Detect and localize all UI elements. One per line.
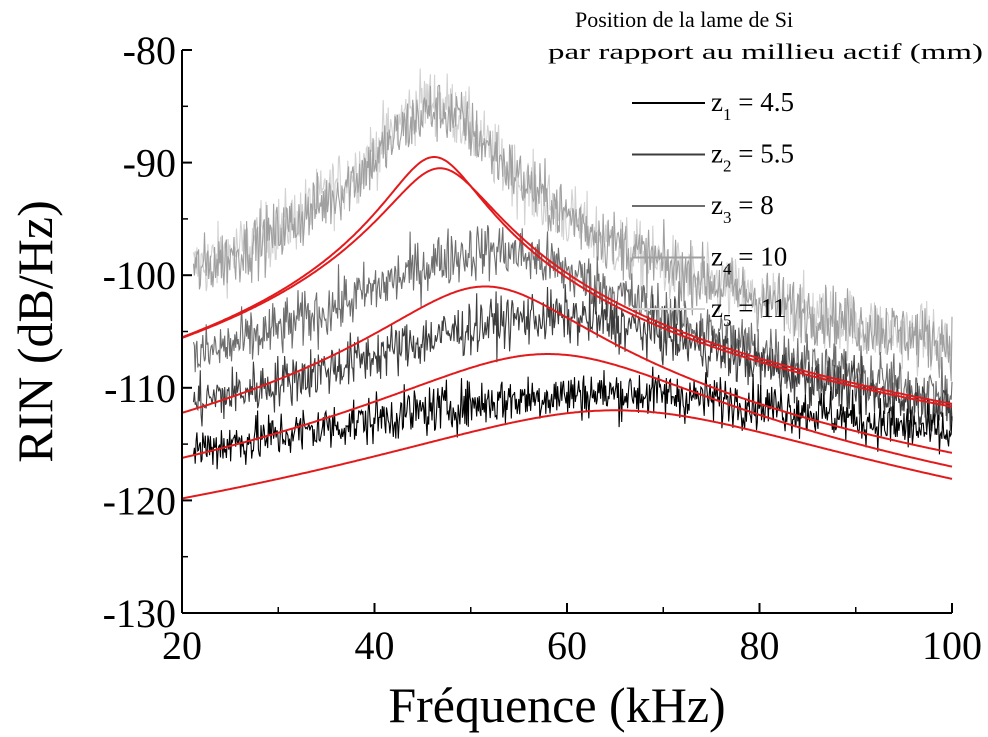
y-tick-label: -90 [123,141,176,186]
legend: Position de la lame de Si par rapport au … [548,7,983,330]
legend-title-line2: par rapport au millieu actif (mm) [548,39,983,64]
legend-entry-5: z5 = 11 [711,293,786,330]
measured-series-1 [192,366,953,470]
fit-curve-5 [181,409,953,500]
fit-curve-1 [181,156,953,408]
legend-title-line1: Position de la lame de Si [575,7,793,32]
y-tick-label: -110 [104,366,176,411]
y-tick-label: -120 [103,478,176,523]
measured-series-3 [192,225,953,421]
y-axis-label: RIN (dB/Hz) [7,200,63,462]
y-tick-label: -80 [123,28,176,73]
legend-entry-1: z1 = 4.5 [711,87,794,124]
fit-curve-3 [181,285,953,454]
measured-series-group [192,68,953,470]
measured-series-5 [192,68,953,377]
legend-entry-4: z4 = 10 [711,242,787,279]
measured-series-4 [192,84,953,382]
measured-series-2 [192,284,953,435]
fit-curves-group [181,156,953,500]
x-tick-label: 80 [740,623,780,668]
x-tick-label: 40 [355,623,395,668]
x-tick-label: 20 [162,623,202,668]
x-tick-label: 100 [922,623,982,668]
fit-curve-2 [181,167,953,405]
legend-entry-2: z2 = 5.5 [711,139,794,176]
y-tick-label: -100 [103,253,176,298]
y-tick-label: -130 [103,591,176,636]
fit-curve-4 [181,353,953,468]
x-tick-label: 60 [547,623,587,668]
x-axis-label: Fréquence (kHz) [388,677,725,733]
legend-entry-3: z3 = 8 [711,190,774,227]
